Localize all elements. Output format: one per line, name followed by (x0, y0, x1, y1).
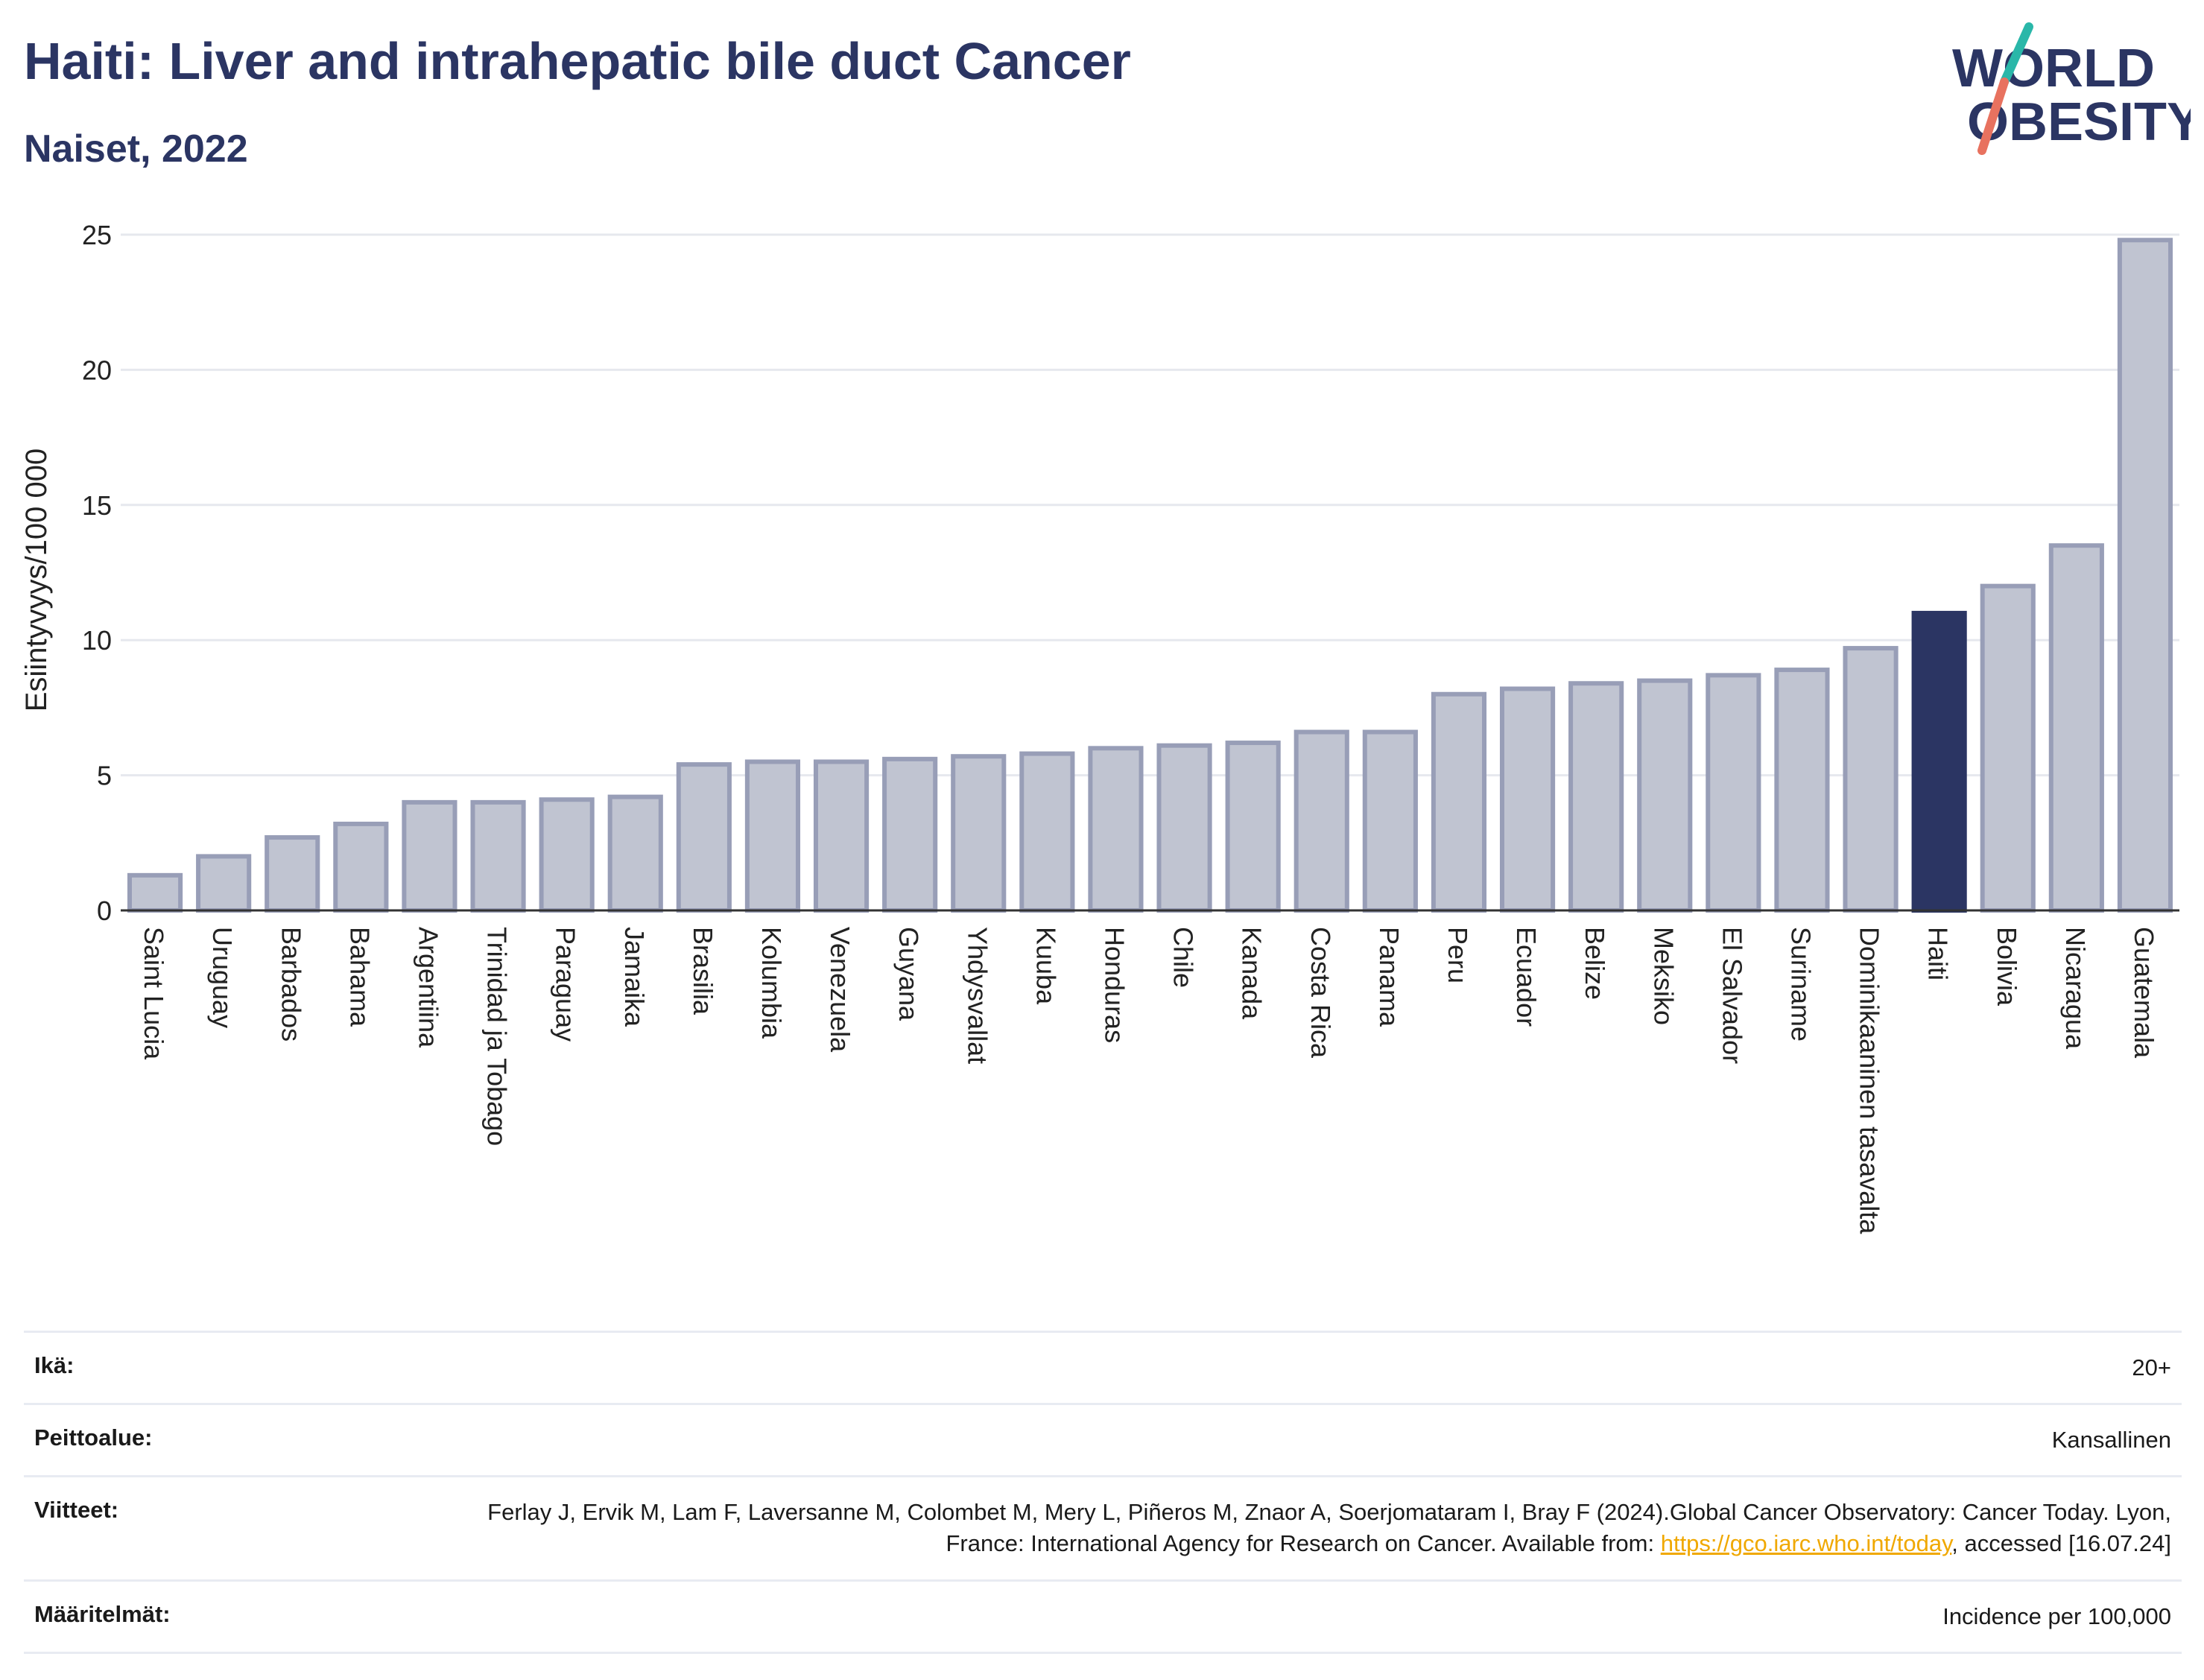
logo-slash-top (2000, 22, 2033, 86)
x-tick-label: Uruguay (207, 927, 238, 1028)
x-tick-label: Nicaragua (2060, 927, 2091, 1050)
info-row-age: Ikä: 20+ (24, 1331, 2182, 1403)
y-tick-label: 15 (82, 490, 112, 521)
y-tick-label: 0 (97, 896, 112, 926)
info-row-definitions: Määritelmät: Incidence per 100,000 (24, 1579, 2182, 1654)
x-tick-label: Meksiko (1648, 927, 1679, 1025)
x-tick-label: Suriname (1785, 927, 1816, 1042)
x-tick-label: Bahama (344, 927, 375, 1027)
references-label: Viitteet: (34, 1497, 119, 1524)
bar (1431, 691, 1487, 913)
x-tick-label: Kanada (1237, 927, 1267, 1020)
bar (1019, 751, 1075, 913)
info-table: Ikä: 20+ Peittoalue: Kansallinen Viittee… (24, 1331, 2182, 1654)
x-tick-label: Panama (1374, 927, 1405, 1027)
bar (1293, 729, 1349, 913)
x-tick-label: El Salvador (1717, 927, 1747, 1064)
references-text: Ferlay J, Ervik M, Lam F, Laversanne M, … (487, 1499, 2171, 1557)
bar (1774, 668, 1830, 913)
x-tick-label: Venezuela (825, 927, 855, 1053)
bar (676, 762, 732, 913)
logo-slash-bottom (1977, 77, 2009, 155)
age-value: 20+ (2132, 1354, 2171, 1381)
logo-line2: OBESITY (1967, 92, 2191, 152)
bar (1843, 646, 1899, 913)
chart-subtitle: Naiset, 2022 (24, 127, 248, 171)
bar (2117, 238, 2173, 913)
x-tick-label: Argentiina (413, 927, 443, 1048)
y-axis-ticks: 0 5 10 15 20 25 (82, 220, 112, 926)
x-tick-label: Haiti (1923, 927, 1954, 980)
bar (127, 872, 183, 913)
bar (539, 797, 595, 913)
bar (744, 759, 801, 913)
bar (951, 754, 1007, 913)
bar (1499, 686, 1556, 913)
x-tick-label: Costa Rica (1305, 927, 1336, 1059)
bar (470, 799, 526, 913)
bar (1362, 729, 1418, 913)
info-row-coverage: Peittoalue: Kansallinen (24, 1403, 2182, 1475)
bars (127, 238, 2173, 913)
x-tick-label: Honduras (1099, 927, 1130, 1043)
x-tick-label: Peru (1443, 927, 1473, 983)
bar (402, 799, 457, 913)
x-tick-label: Yhdysvallat (962, 927, 992, 1064)
bar (2048, 543, 2104, 913)
x-tick-label: Trinidad ja Tobago (482, 927, 513, 1146)
x-tick-label: Brasilia (688, 927, 718, 1015)
y-tick-label: 10 (82, 625, 112, 656)
bar (882, 756, 938, 913)
references-link[interactable]: https://gco.iarc.who.int/today (1660, 1530, 1952, 1557)
bar-chart: 0 5 10 15 20 25 Saint Lucia Uruguay Barbados Bah… (20, 220, 2179, 1234)
x-tick-label: Ecuador (1511, 927, 1542, 1027)
bar (1156, 743, 1212, 913)
references-value: Ferlay J, Ervik M, Lam F, Laversanne M, … (457, 1497, 2171, 1559)
x-tick-label: Kuuba (1030, 927, 1061, 1005)
bar (1637, 678, 1693, 913)
definitions-value: Incidence per 100,000 (1942, 1603, 2171, 1629)
gridlines (121, 233, 2179, 777)
y-tick-label: 25 (82, 220, 112, 250)
coverage-value: Kansallinen (2051, 1427, 2171, 1454)
info-row-references: Viitteet: Ferlay J, Ervik M, Lam F, Lave… (24, 1475, 2182, 1579)
x-tick-label: Guyana (893, 927, 924, 1021)
bar (1706, 673, 1761, 913)
x-tick-label: Barbados (276, 927, 306, 1042)
age-label: Ikä: (34, 1352, 75, 1378)
x-tick-label: Saint Lucia (139, 927, 169, 1060)
world-obesity-logo: WORLD OBESITY (1952, 22, 2191, 155)
y-tick-label: 20 (82, 355, 112, 385)
bar (265, 835, 320, 913)
bar (1088, 746, 1144, 913)
bar (607, 794, 663, 913)
bar (813, 759, 870, 913)
coverage-label: Peittoalue: (34, 1424, 153, 1451)
x-tick-label: Belize (1580, 927, 1610, 1000)
references-accessed: , accessed [16.07.24] (1951, 1530, 2171, 1557)
definitions-label: Määritelmät: (34, 1600, 171, 1627)
x-tick-label: Jamaika (619, 927, 650, 1027)
x-tick-label: Guatemala (2129, 927, 2159, 1059)
bar (333, 821, 389, 913)
bar (1980, 583, 2036, 913)
logo-line1: WORLD (1952, 39, 2155, 98)
bar (1225, 741, 1281, 913)
bar-highlighted (1911, 610, 1967, 913)
x-tick-label: Kolumbia (756, 927, 787, 1039)
bar (196, 854, 252, 913)
x-tick-label: Chile (1168, 927, 1199, 988)
x-tick-label: Bolivia (1992, 927, 2022, 1007)
bar (1568, 681, 1624, 913)
x-axis-ticks: Saint Lucia Uruguay Barbados Bahama Argentii… (139, 927, 2159, 1234)
y-tick-label: 5 (97, 761, 112, 791)
chart-title: Haiti: Liver and intrahepatic bile duct … (24, 32, 1131, 90)
x-tick-label: Paraguay (551, 927, 581, 1042)
y-axis-label: Esiintyvyys/100 000 (20, 448, 53, 712)
x-tick-label: Dominikaaninen tasavalta (1855, 927, 1885, 1234)
